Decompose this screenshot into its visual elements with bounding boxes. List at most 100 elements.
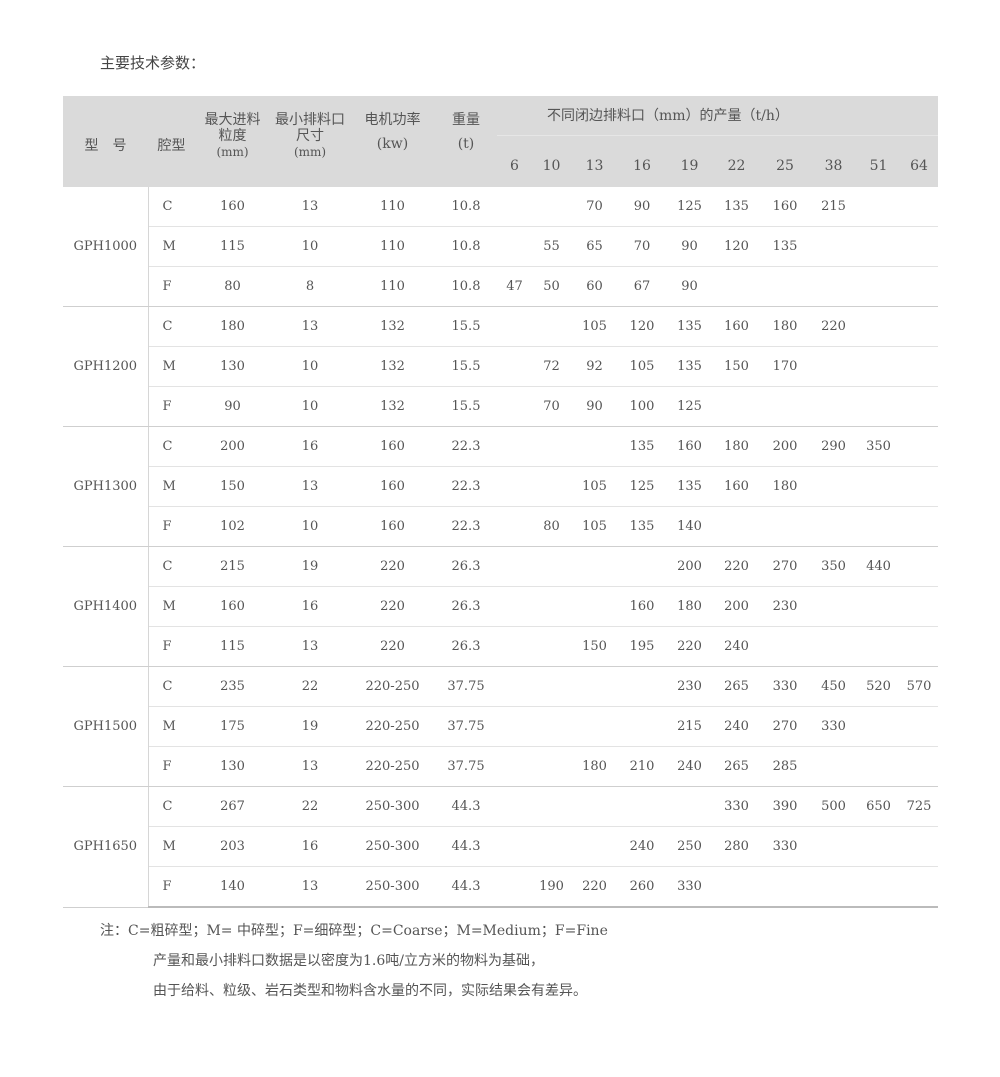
cell-output-10: [532, 786, 571, 827]
cell-power: 160: [350, 466, 435, 507]
cell-output-10: [532, 426, 571, 467]
model-name: GPH1300: [63, 426, 149, 547]
cell-feed-size: 130: [195, 346, 270, 387]
header-power: 电机功率 (kw): [350, 96, 435, 187]
cell-power: 220: [350, 586, 435, 627]
cell-weight: 26.3: [435, 626, 497, 667]
cell-cavity: C: [148, 786, 195, 827]
cell-output-6: 47: [497, 266, 532, 307]
cell-output-25: 230: [760, 586, 810, 627]
cell-output-64: [900, 826, 939, 867]
cell-cavity: F: [148, 506, 195, 547]
cell-cavity: M: [148, 586, 195, 627]
cell-output-51: [857, 346, 900, 387]
cell-cavity: C: [148, 666, 195, 707]
cell-output-6: [497, 546, 532, 587]
cell-cavity: M: [148, 826, 195, 867]
header-feed-unit: (mm): [216, 145, 249, 159]
cell-output-13: 105: [571, 306, 618, 347]
cell-output-64: [900, 226, 939, 267]
cell-output-13: 70: [571, 187, 618, 227]
header-size-10: 10: [532, 135, 571, 187]
cell-output-38: [810, 746, 857, 787]
header-feed-line1: 最大进料: [204, 112, 261, 128]
table-row: GPH1300 C 200 16 160 22.3 135 160 180 200 290 350: [63, 426, 939, 547]
cell-power: 250-300: [350, 826, 435, 867]
cell-output-13: [571, 706, 618, 747]
cell-min-opening: 16: [270, 586, 350, 627]
cell-cavity: F: [148, 866, 195, 908]
cell-output-38: 220: [810, 306, 857, 347]
cell-output-16: [618, 666, 666, 707]
cell-weight: 37.75: [435, 666, 497, 707]
table-row: M 203 16 250-300 44.3 240 250 280 330: [63, 826, 939, 867]
header-size-16: 16: [618, 135, 666, 187]
note-variance: 由于给料、粒级、岩石类型和物料含水量的不同，实际结果会有差异。: [153, 983, 587, 999]
header-min-opening: 最小排料口 尺寸 (mm): [270, 96, 350, 187]
cell-output-51: [857, 586, 900, 627]
cell-output-25: [760, 866, 810, 908]
cell-output-51: [857, 466, 900, 507]
cell-output-19: 125: [666, 187, 713, 227]
header-power-line1: 电机功率: [364, 112, 421, 128]
notes: 注：C=粗碎型；M= 中碎型；F=细碎型；C=Coarse；M=Medium；F…: [100, 916, 608, 1006]
cell-output-19: 160: [666, 426, 713, 467]
cell-output-19: 90: [666, 226, 713, 267]
cell-output-64: 725: [900, 786, 939, 827]
cell-power: 132: [350, 346, 435, 387]
cell-output-64: [900, 706, 939, 747]
cell-feed-size: 160: [195, 586, 270, 627]
cell-output-6: [497, 187, 532, 227]
cell-power: 110: [350, 187, 435, 227]
header-size-38: 38: [810, 135, 857, 187]
header-power-unit: (kw): [376, 136, 409, 152]
cell-output-10: 50: [532, 266, 571, 307]
cell-output-10: 190: [532, 866, 571, 908]
cell-output-10: [532, 666, 571, 707]
cell-output-25: 170: [760, 346, 810, 387]
cell-weight: 15.5: [435, 346, 497, 387]
cell-feed-size: 140: [195, 866, 270, 908]
cell-output-10: [532, 546, 571, 587]
cell-output-22: 160: [713, 306, 760, 347]
cell-output-6: [497, 666, 532, 707]
cell-power: 250-300: [350, 786, 435, 827]
cell-output-64: [900, 626, 939, 667]
cell-output-19: 240: [666, 746, 713, 787]
cell-feed-size: 215: [195, 546, 270, 587]
cell-output-13: [571, 826, 618, 867]
cell-output-19: 135: [666, 466, 713, 507]
cell-output-13: 105: [571, 466, 618, 507]
cell-cavity: F: [148, 386, 195, 427]
cell-output-25: [760, 626, 810, 667]
cell-output-16: 120: [618, 306, 666, 347]
header-size-19: 19: [666, 135, 713, 187]
cell-output-13: 90: [571, 386, 618, 427]
cell-output-38: [810, 626, 857, 667]
cell-output-6: [497, 626, 532, 667]
cell-output-10: [532, 746, 571, 787]
table-row: F 130 13 220-250 37.75 180 210 240 265 285: [63, 746, 939, 787]
cell-output-16: 135: [618, 506, 666, 547]
cell-output-38: 330: [810, 706, 857, 747]
cell-weight: 15.5: [435, 386, 497, 427]
cell-cavity: C: [148, 187, 195, 227]
cell-output-13: [571, 546, 618, 587]
cell-output-25: 330: [760, 826, 810, 867]
cell-output-51: [857, 866, 900, 908]
cell-output-51: 440: [857, 546, 900, 587]
cell-output-22: [713, 866, 760, 908]
cell-power: 132: [350, 386, 435, 427]
cell-output-38: [810, 346, 857, 387]
cell-min-opening: 22: [270, 666, 350, 707]
note-density: 产量和最小排料口数据是以密度为1.6吨/立方米的物料为基础，: [153, 953, 544, 969]
cell-output-22: 135: [713, 187, 760, 227]
header-min-line1: 最小排料口: [275, 112, 345, 128]
cell-output-22: 240: [713, 626, 760, 667]
cell-power: 220-250: [350, 706, 435, 747]
cell-output-13: [571, 666, 618, 707]
table-row: GPH1500 C 235 22 220-250 37.75 230 265 330 450 520…: [63, 666, 939, 787]
header-min-unit: (mm): [293, 145, 327, 159]
cell-output-64: [900, 466, 939, 507]
cell-output-10: [532, 466, 571, 507]
